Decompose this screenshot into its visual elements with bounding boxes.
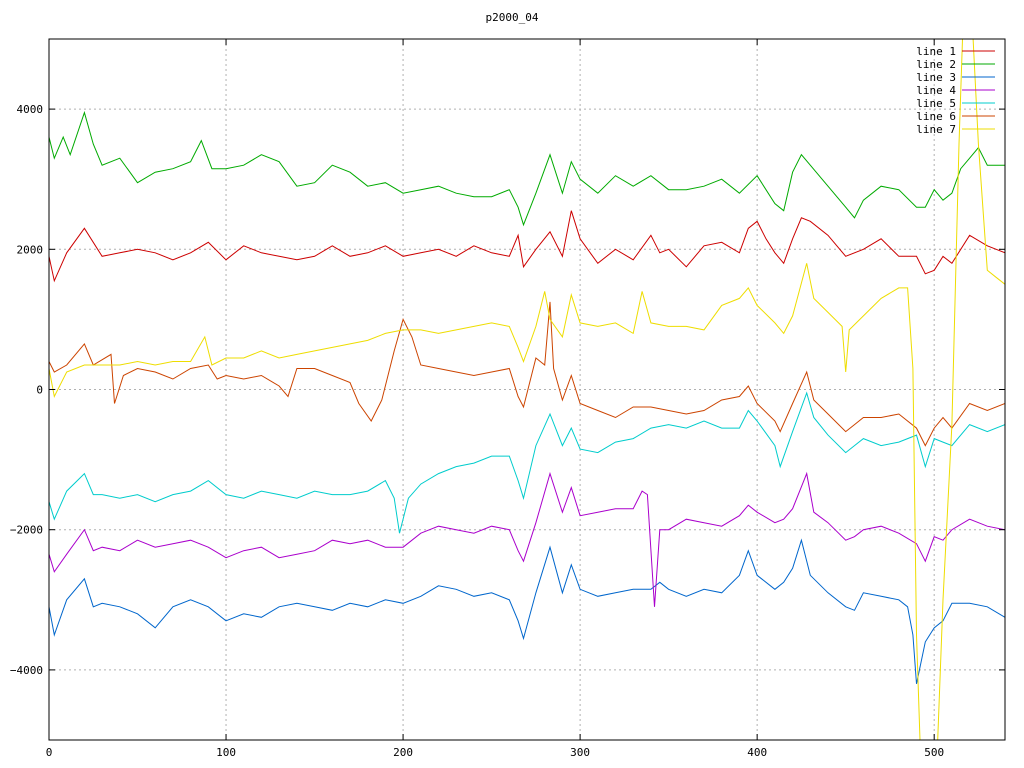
series-line-2 bbox=[49, 110, 1005, 227]
x-tick-label: 200 bbox=[393, 746, 413, 759]
axis-ticks: 0 100 200 300 400 500 −4000 −2000 0 2000 4000 bbox=[10, 39, 1005, 759]
chart-title: p2000_04 bbox=[485, 11, 539, 24]
legend-label: line 6 bbox=[916, 110, 956, 123]
x-tick-label: 0 bbox=[46, 746, 53, 759]
legend-label: line 5 bbox=[916, 97, 956, 110]
x-tick-label: 300 bbox=[570, 746, 590, 759]
legend-label: line 4 bbox=[916, 84, 956, 97]
legend-label: line 7 bbox=[916, 123, 956, 136]
legend-label: line 2 bbox=[916, 58, 956, 71]
x-tick-label: 400 bbox=[747, 746, 767, 759]
plot-frame bbox=[48, 38, 1006, 741]
y-tick-label: 0 bbox=[36, 384, 43, 397]
grid bbox=[49, 39, 1005, 740]
series-line-7 bbox=[49, 39, 1005, 740]
series-line-1 bbox=[49, 210, 1005, 283]
legend-label: line 3 bbox=[916, 71, 956, 84]
legend-label: line 1 bbox=[916, 45, 956, 58]
series-lines bbox=[49, 39, 1005, 740]
x-tick-label: 100 bbox=[216, 746, 236, 759]
series-line-4 bbox=[49, 471, 1005, 607]
y-tick-label: −4000 bbox=[10, 664, 43, 677]
x-tick-label: 500 bbox=[924, 746, 944, 759]
y-tick-label: 2000 bbox=[17, 243, 44, 256]
y-tick-label: −2000 bbox=[10, 524, 43, 537]
y-tick-label: 4000 bbox=[17, 103, 44, 116]
series-line-5 bbox=[49, 391, 1005, 534]
series-line-3 bbox=[49, 538, 1005, 685]
series-line-6 bbox=[49, 301, 1005, 447]
